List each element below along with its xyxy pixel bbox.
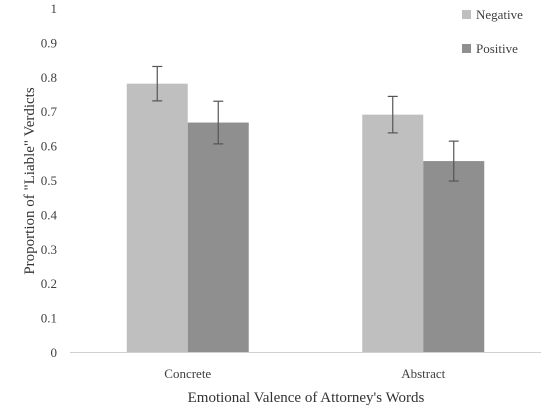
legend-label-negative: Negative — [476, 7, 523, 22]
x-tick-label: Concrete — [164, 366, 211, 381]
y-tick-label: 0.5 — [41, 173, 57, 188]
legend-label-positive: Positive — [476, 41, 518, 56]
bar-positive — [187, 122, 249, 352]
error-bar — [152, 65, 163, 102]
error-bar — [448, 140, 459, 182]
legend: Negative Positive — [462, 7, 523, 56]
error-bar — [213, 100, 224, 145]
y-tick-label: 0.2 — [41, 276, 57, 291]
y-tick-label: 0.4 — [41, 207, 58, 222]
y-tick-label: 0.7 — [41, 104, 58, 119]
legend-swatch-negative — [462, 10, 471, 19]
y-tick-label: 0.1 — [41, 311, 57, 326]
error-bar — [387, 95, 398, 134]
y-tick-label: 0 — [51, 345, 58, 360]
y-tick-label: 0.9 — [41, 35, 57, 50]
y-tick-label: 0.8 — [41, 70, 57, 85]
y-axis-title: Proportion of "Liable" Verdicts — [22, 87, 38, 275]
y-tick-label: 0.3 — [41, 242, 57, 257]
x-axis-title: Emotional Valence of Attorney's Words — [188, 390, 425, 406]
plot-area: 0 0.1 0.2 0.3 0.4 0.5 0.6 0.7 0.8 0.9 1 Concrete Abs… — [41, 1, 541, 381]
y-tick-label: 1 — [51, 1, 58, 16]
bar-negative — [362, 114, 424, 352]
y-tick-label: 0.6 — [41, 139, 58, 154]
bar-positive — [423, 161, 485, 352]
bar-negative — [126, 83, 188, 353]
x-tick-label: Abstract — [401, 366, 445, 381]
legend-swatch-positive — [462, 44, 471, 53]
